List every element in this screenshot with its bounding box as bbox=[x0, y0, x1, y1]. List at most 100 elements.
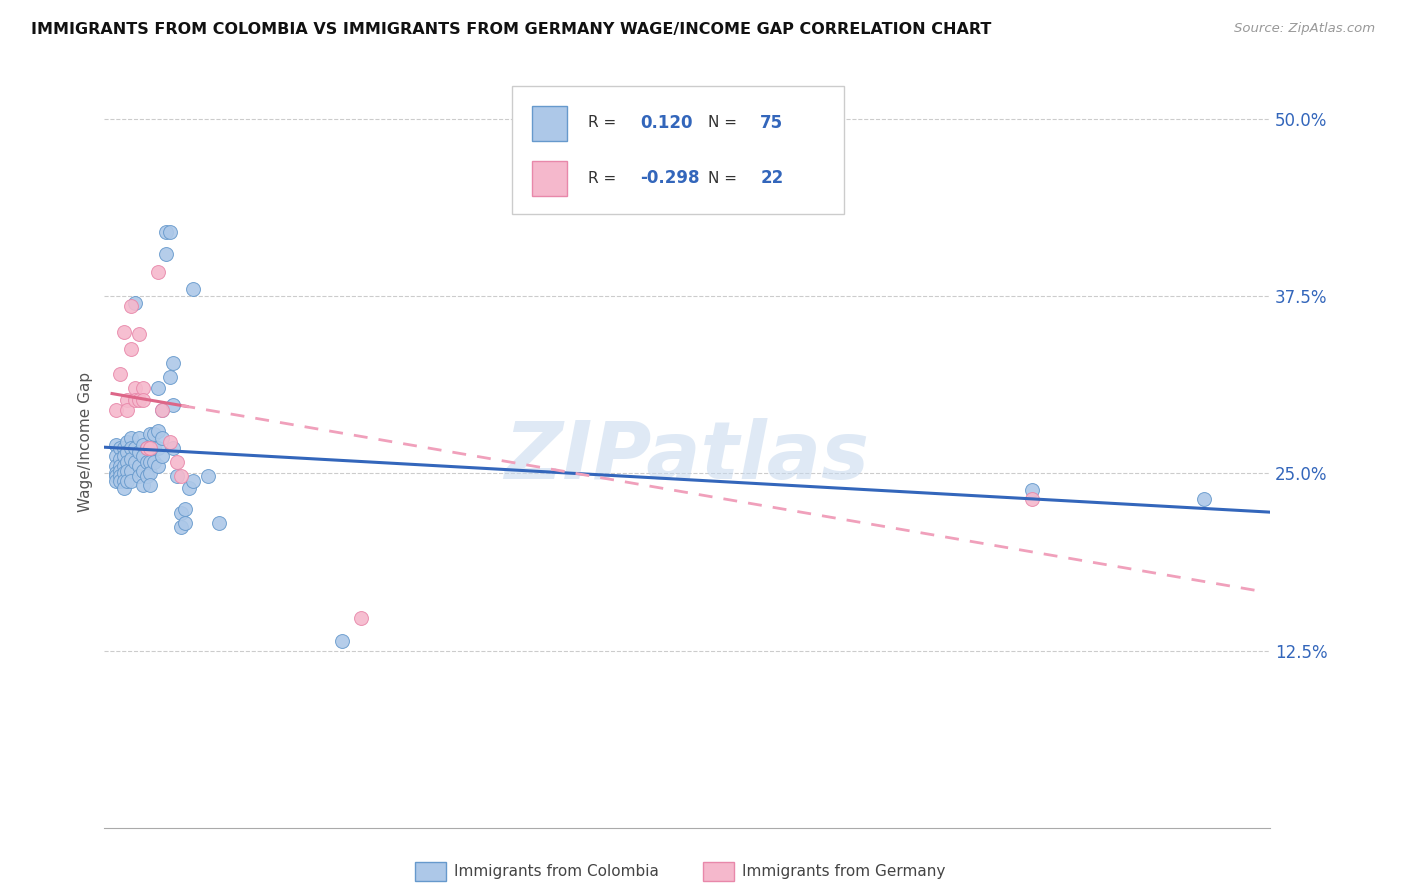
Point bbox=[150, 431, 173, 445]
Point bbox=[120, 342, 142, 356]
Point bbox=[117, 402, 139, 417]
Text: Source: ZipAtlas.com: Source: ZipAtlas.com bbox=[1234, 22, 1375, 36]
Point bbox=[112, 474, 135, 488]
Text: 22: 22 bbox=[761, 169, 783, 187]
Point bbox=[132, 438, 155, 452]
Point bbox=[120, 464, 142, 478]
Text: -0.298: -0.298 bbox=[640, 169, 700, 187]
FancyBboxPatch shape bbox=[512, 86, 844, 213]
Point bbox=[170, 469, 193, 483]
Point bbox=[1021, 491, 1043, 506]
Point bbox=[104, 402, 127, 417]
Text: R =: R = bbox=[588, 170, 616, 186]
Point bbox=[108, 474, 131, 488]
Point bbox=[155, 226, 177, 240]
Point bbox=[139, 455, 162, 469]
Point bbox=[139, 426, 162, 441]
Point bbox=[146, 459, 169, 474]
Point bbox=[117, 445, 139, 459]
Text: Immigrants from Germany: Immigrants from Germany bbox=[742, 864, 946, 879]
Point bbox=[159, 370, 181, 384]
Point bbox=[177, 481, 200, 495]
Text: ZIPatlas: ZIPatlas bbox=[505, 418, 869, 496]
Point bbox=[120, 474, 142, 488]
Point bbox=[112, 325, 135, 339]
Point bbox=[104, 467, 127, 481]
Point bbox=[330, 633, 353, 648]
Bar bbox=[531, 161, 567, 196]
Point bbox=[135, 441, 157, 455]
Point bbox=[112, 481, 135, 495]
Point bbox=[112, 467, 135, 481]
Point bbox=[128, 459, 150, 474]
Point bbox=[124, 296, 146, 310]
Text: R =: R = bbox=[588, 115, 616, 130]
Point bbox=[139, 441, 162, 455]
Point bbox=[108, 459, 131, 474]
Point bbox=[170, 520, 193, 534]
Point bbox=[197, 469, 219, 483]
Point bbox=[150, 402, 173, 417]
Point bbox=[150, 450, 173, 464]
Point bbox=[104, 469, 127, 483]
Point bbox=[124, 441, 146, 455]
Point bbox=[132, 381, 155, 395]
Point bbox=[128, 469, 150, 483]
Point bbox=[104, 459, 127, 474]
Point bbox=[150, 402, 173, 417]
Point bbox=[350, 611, 373, 625]
Bar bbox=[531, 106, 567, 141]
Point bbox=[120, 441, 142, 455]
Point bbox=[108, 367, 131, 381]
Point bbox=[112, 450, 135, 464]
Point bbox=[104, 450, 127, 464]
Point bbox=[112, 441, 135, 455]
Point bbox=[117, 455, 139, 469]
Point bbox=[128, 392, 150, 407]
Point bbox=[139, 441, 162, 455]
Point bbox=[143, 426, 166, 441]
Point bbox=[120, 452, 142, 467]
Point bbox=[132, 392, 155, 407]
Point bbox=[124, 392, 146, 407]
Text: 75: 75 bbox=[761, 114, 783, 132]
Point bbox=[132, 477, 155, 491]
Text: IMMIGRANTS FROM COLOMBIA VS IMMIGRANTS FROM GERMANY WAGE/INCOME GAP CORRELATION : IMMIGRANTS FROM COLOMBIA VS IMMIGRANTS F… bbox=[31, 22, 991, 37]
Point bbox=[173, 516, 195, 530]
Text: 0.120: 0.120 bbox=[640, 114, 693, 132]
Point bbox=[132, 450, 155, 464]
Y-axis label: Wage/Income Gap: Wage/Income Gap bbox=[79, 371, 93, 512]
Point bbox=[108, 441, 131, 455]
Point bbox=[128, 327, 150, 342]
Point bbox=[146, 441, 169, 455]
Point bbox=[108, 469, 131, 483]
Point bbox=[104, 474, 127, 488]
Point bbox=[117, 392, 139, 407]
Point bbox=[104, 438, 127, 452]
Text: N =: N = bbox=[709, 115, 737, 130]
Point bbox=[139, 477, 162, 491]
Point bbox=[146, 381, 169, 395]
Point bbox=[128, 445, 150, 459]
Point bbox=[166, 469, 188, 483]
Point bbox=[173, 502, 195, 516]
Point bbox=[108, 452, 131, 467]
Point bbox=[124, 455, 146, 469]
Point bbox=[117, 435, 139, 450]
Point bbox=[162, 356, 184, 370]
Point bbox=[117, 464, 139, 478]
Point bbox=[135, 441, 157, 455]
Point bbox=[143, 441, 166, 455]
Point bbox=[155, 246, 177, 260]
Point bbox=[117, 474, 139, 488]
Point bbox=[159, 226, 181, 240]
Point bbox=[162, 398, 184, 412]
Point bbox=[1194, 491, 1216, 506]
Point bbox=[143, 455, 166, 469]
Point bbox=[208, 516, 231, 530]
Point bbox=[146, 424, 169, 438]
Point bbox=[162, 441, 184, 455]
Point bbox=[170, 506, 193, 520]
Point bbox=[124, 381, 146, 395]
Point bbox=[159, 435, 181, 450]
